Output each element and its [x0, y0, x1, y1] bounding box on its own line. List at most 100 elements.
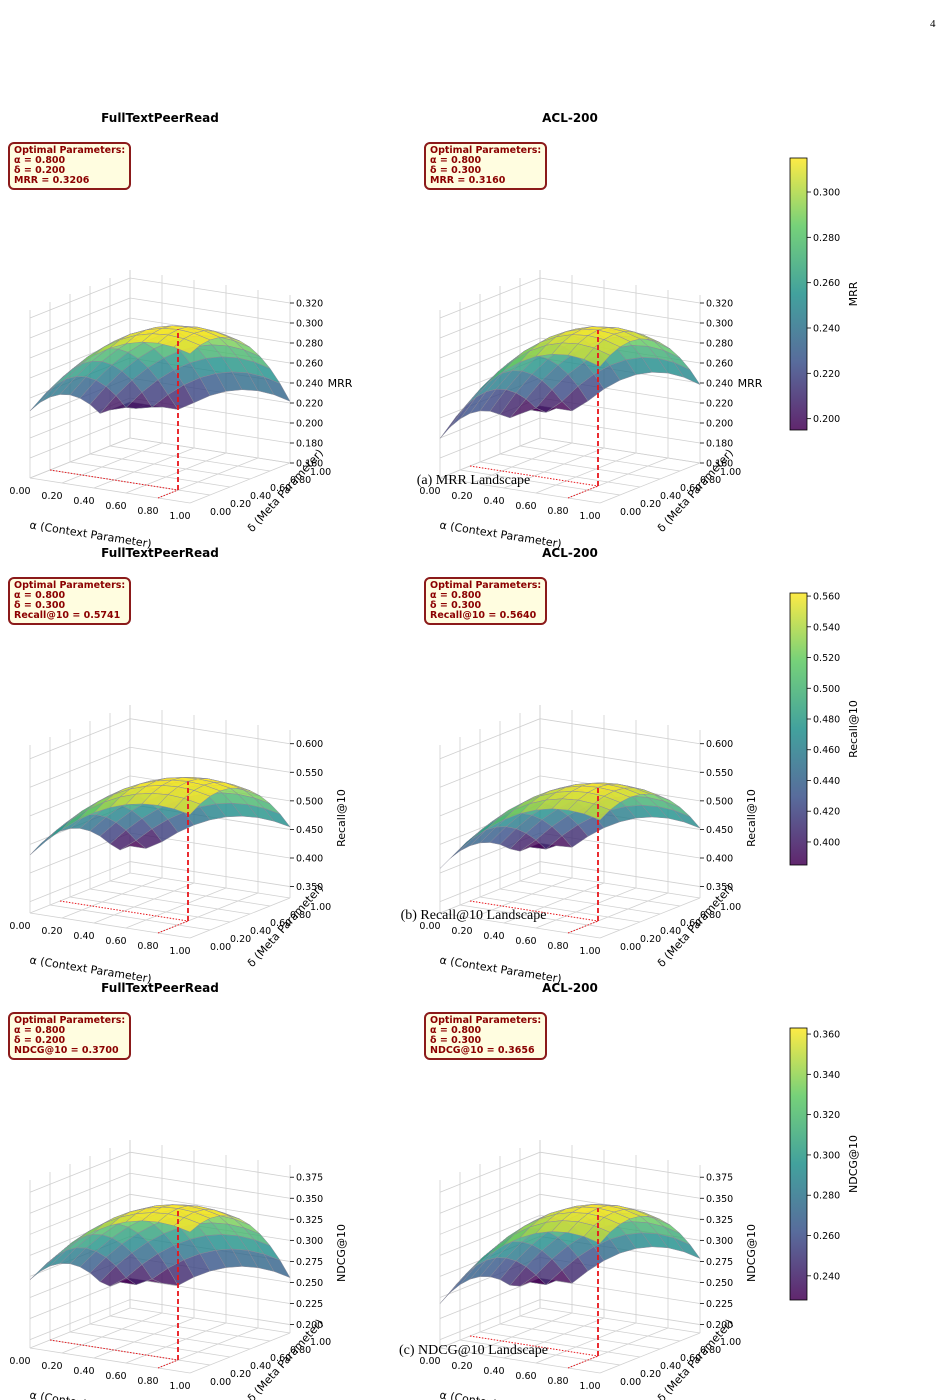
annotation-delta: δ = 0.200 [14, 165, 66, 176]
floor-grid-line [129, 1307, 291, 1334]
panel-recall-0: FullTextPeerRead 0.00 0.20 0.40 0.60 0.80 1.00… [0, 545, 380, 986]
annotation-heading: Optimal Parameters: [430, 145, 542, 156]
surface-patch [439, 405, 467, 439]
panel-mrr-1: ACL-200 0.00 0.20 0.40 0.60 0.80 1.00 α (Contex… [410, 110, 790, 551]
delta-tick-label: 0.00 [210, 942, 231, 953]
alpha-tick-label: 0.60 [515, 1371, 536, 1382]
floor-grid-line [109, 880, 271, 907]
wall-grid-line [439, 317, 701, 359]
delta-tick-label: 0.00 [620, 942, 641, 953]
z-tick-label: 0.220 [296, 399, 323, 410]
floor-grid-line [539, 872, 701, 899]
z-tick-label: 0.350 [706, 882, 733, 893]
alpha-tick-label: 1.00 [169, 946, 190, 957]
delta-tick-label: 0.20 [230, 1369, 251, 1380]
panel-title: ACL-200 [542, 111, 598, 125]
z-tick-label: 0.600 [706, 739, 733, 750]
alpha-tick-label: 0.80 [547, 1376, 568, 1387]
alpha-tick-label: 1.00 [169, 511, 190, 522]
annotation-delta: δ = 0.300 [430, 165, 482, 176]
z-tick-label: 0.350 [706, 1194, 733, 1205]
wall-grid-line [439, 297, 701, 339]
floor-grid-line [61, 442, 163, 484]
z-axis-label: Recall@10 [745, 789, 758, 847]
floor-grid-line [499, 1323, 661, 1350]
floor-grid-line [125, 887, 227, 929]
colorbar-tick-label: 0.500 [813, 684, 840, 695]
colorbar-gradient [789, 1027, 808, 1301]
annotation-metric: NDCG@10 = 0.3656 [430, 1045, 535, 1056]
alpha-tick-label: 0.80 [547, 506, 568, 517]
alpha-tick-label: 0.80 [547, 941, 568, 952]
colorbar-tick-label: 0.260 [813, 1231, 840, 1242]
floor-grid-line [535, 887, 637, 929]
surface-patch [173, 1217, 201, 1233]
z-tick-label: 0.450 [296, 825, 323, 836]
floor-grid-line [69, 461, 231, 488]
delta-tick-label: 0.40 [660, 926, 681, 937]
annotation-heading: Optimal Parameters: [430, 1015, 542, 1026]
z-tick-label: 0.280 [706, 339, 733, 350]
colorbar-tick-label: 0.280 [813, 233, 840, 244]
wall-grid-line [29, 1299, 291, 1340]
floor-grid-line [157, 892, 259, 934]
floor-grid-line [567, 457, 669, 499]
panel-title: FullTextPeerRead [101, 111, 219, 125]
z-tick-label: 0.400 [296, 854, 323, 865]
floor-grid-line [89, 888, 251, 915]
z-tick-label: 0.350 [296, 882, 323, 893]
wall-grid-line [29, 297, 291, 339]
floor-grid-line [519, 1315, 681, 1342]
surface-patch [583, 1225, 611, 1244]
wall-grid-line [29, 861, 291, 902]
z-tick-label: 0.200 [706, 1320, 733, 1331]
delta-tick-label: 0.20 [640, 934, 661, 945]
alpha-tick-label: 0.00 [419, 921, 440, 932]
floor-grid-line [157, 457, 259, 499]
annotation-metric: MRR = 0.3206 [14, 175, 90, 186]
colorbar-tick-label: 0.360 [813, 1030, 840, 1041]
annotation-delta: δ = 0.300 [430, 600, 482, 611]
floor-grid-line [129, 872, 291, 899]
z-tick-label: 0.450 [706, 825, 733, 836]
delta-tick-label: 0.60 [680, 483, 701, 494]
wall-grid-line [439, 861, 701, 902]
colorbar: 0.200 0.220 0.240 0.260 0.280 0.300 MRR [789, 157, 860, 431]
z-tick-label: 0.325 [296, 1215, 323, 1226]
colorbar-tick-label: 0.260 [813, 278, 840, 289]
floor-grid-line [29, 872, 131, 914]
floor-grid-line [189, 462, 291, 504]
floor-grid-line [29, 477, 191, 504]
floor-grid-line [471, 442, 573, 484]
z-tick-label: 0.600 [296, 739, 323, 750]
floor-grid-line [29, 912, 191, 939]
colorbar-tick-label: 0.280 [813, 1191, 840, 1202]
z-tick-label: 0.300 [706, 1236, 733, 1247]
z-tick-label: 0.240 [296, 379, 323, 390]
floor-grid-line [49, 469, 211, 496]
delta-tick-label: 0.40 [660, 491, 681, 502]
delta-tick-label: 0.00 [620, 507, 641, 518]
delta-tick-label: 1.00 [720, 902, 741, 913]
optimal-alpha-guide [49, 1339, 179, 1361]
z-axis-label: Recall@10 [335, 789, 348, 847]
floor-grid-line [459, 469, 621, 496]
surface-patch [29, 384, 57, 412]
delta-tick-label: 1.00 [720, 1337, 741, 1348]
panel-title: FullTextPeerRead [101, 981, 219, 995]
z-tick-label: 0.275 [296, 1257, 323, 1268]
delta-tick-label: 0.20 [230, 499, 251, 510]
z-tick-label: 0.200 [706, 419, 733, 430]
wall-grid-line [439, 1193, 701, 1235]
optimal-alpha-guide [59, 900, 189, 922]
colorbar-tick-label: 0.320 [813, 1110, 840, 1121]
annotation-delta: δ = 0.300 [14, 600, 66, 611]
wall-grid-line [29, 718, 291, 760]
floor-grid-line [499, 453, 661, 480]
colorbar-ndcg: 0.240 0.260 0.280 0.300 0.320 0.340 0.360 NDCG@… [760, 980, 940, 1340]
floor-grid-line [189, 897, 291, 939]
alpha-tick-label: 0.80 [137, 506, 158, 517]
floor-grid-line [109, 1315, 271, 1342]
alpha-tick-label: 1.00 [169, 1381, 190, 1392]
z-tick-label: 0.325 [706, 1215, 733, 1226]
